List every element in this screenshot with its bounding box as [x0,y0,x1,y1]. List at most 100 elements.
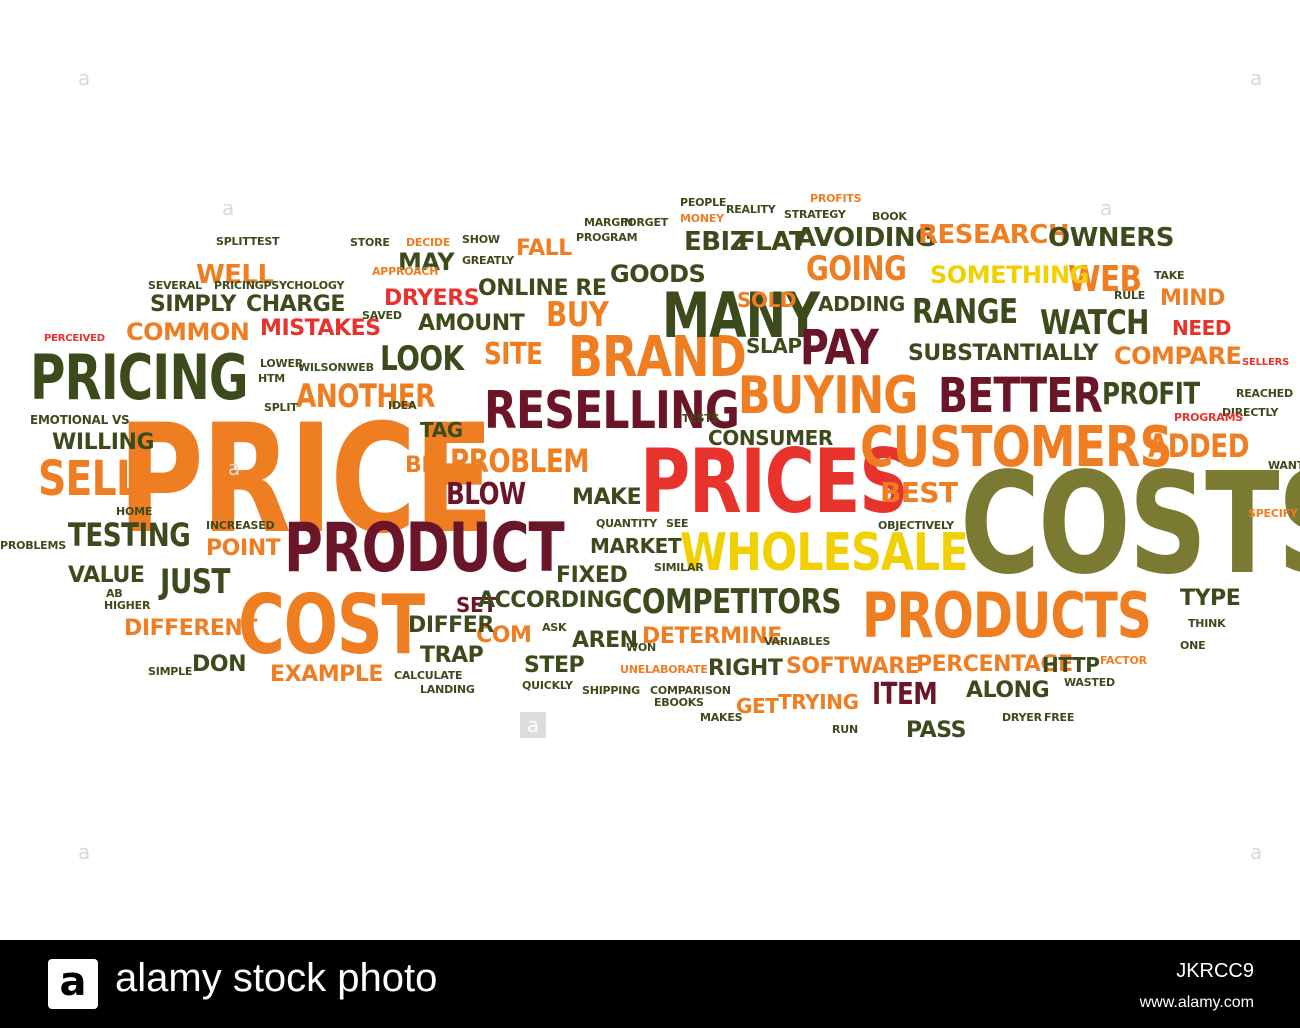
word-different: DIFFERENT [124,616,257,641]
word-percentage: PERCENTAGE [916,652,1073,677]
word-wholesale: WHOLESALE [680,523,968,583]
word-want: WANT [1268,459,1300,472]
word-market: MARKET [590,534,682,558]
word-wasted: WASTED [1064,676,1115,689]
word-sellers: SELLERS [1242,357,1290,368]
watermark-glyph: a [222,196,235,220]
word-ask: ASK [542,621,567,634]
word-watch: WATCH [1040,303,1150,343]
word-products: PRODUCTS [862,579,1152,652]
word-strategy: STRATEGY [784,208,846,221]
word-price: PRICE [118,393,494,567]
word-profits: PROFITS [810,192,862,205]
word-make: MAKE [572,485,642,510]
word-blow: BLOW [446,477,526,512]
word-many: MANY [662,279,820,352]
watermark-glyph: a [78,840,91,864]
word-emotional-vs: EMOTIONAL VS [30,413,130,427]
watermark-glyph: a [520,712,546,738]
word-added: ADDED [1148,427,1249,465]
word-profit: PROFIT [1102,377,1200,412]
word-simple: SIMPLE [148,665,193,678]
word-don: DON [192,652,247,677]
word-split: SPLIT [264,401,298,414]
word-determine: DETERMINE [642,624,782,649]
word-problems: PROBLEMS [0,539,66,552]
watermark-glyph: a [228,456,241,480]
word-well: WELL [196,260,274,290]
word-ebooks: EBOOKS [654,696,704,709]
word-buying: BUYING [738,366,918,426]
word-need: NEED [1172,316,1232,340]
word-right: RIGHT [708,656,783,681]
word-product: PRODUCT [284,509,565,588]
word-sold: SOLD [737,288,797,312]
word-fall: FALL [516,236,572,261]
word-programs: PROGRAMS [1174,411,1244,424]
word-program: PROGRAM [576,231,638,244]
word-dryer: DRYER [1002,711,1042,724]
word-problem: PROBLEM [450,442,589,480]
word-site: SITE [484,337,543,372]
word-ebiz: EBIZ [684,227,749,257]
word-fixed: FIXED [556,563,628,588]
word-just: JUST [160,562,230,602]
word-prices: PRICES [640,430,909,533]
alamy-logo-letter: a [59,959,87,1005]
word-mind: MIND [1160,286,1225,311]
word-according: ACCORDING [478,588,622,613]
word-tests: TESTS [682,412,720,425]
word-variables: VARIABLES [764,635,831,648]
word-increased: INCREASED [206,519,275,532]
word-type: TYPE [1180,586,1241,611]
watermark-glyph: a [1250,66,1263,90]
word-trap: TRAP [420,643,484,668]
word-one: ONE [1180,639,1206,652]
word-quantity: QUANTITY [596,517,657,530]
word-charge: CHARGE [246,292,345,317]
word-think: THINK [1188,617,1226,630]
site-url: www.alamy.com [1139,994,1254,1011]
word-pricingpsychology: PRICINGPSYCHOLOGY [214,279,345,292]
word-web: WEB [1068,259,1142,300]
word-simply: SIMPLY [150,292,236,317]
word-reselling: RESELLING [484,381,740,441]
word-home: HOME [116,505,153,518]
word-won: WON [626,641,657,654]
word-quickly: QUICKLY [522,679,573,692]
word-idea: IDEA [388,399,417,412]
word-several: SEVERAL [148,279,202,292]
word-consumer: CONSUMER [708,426,833,450]
word-mistakes: MISTAKES [260,316,381,341]
word-com: COM [476,623,532,648]
watermark-glyph: a [1100,196,1113,220]
watermark-glyph: a [78,66,91,90]
word-point: POINT [206,536,281,561]
word-goods: GOODS [610,260,706,288]
word-splittest: SPLITTEST [216,235,280,248]
word-landing: LANDING [420,683,475,696]
word-htm: HTM [258,372,285,385]
word-pass: PASS [906,718,967,743]
word-reality: REALITY [726,203,776,216]
word-substantially: SUBSTANTIALLY [908,341,1099,366]
word-take: TAKE [1154,269,1185,282]
word-online-re: ONLINE RE [478,276,607,301]
word-unelaborate: UNELABORATE [620,663,708,676]
word-amount: AMOUNT [418,311,525,336]
word-cloud: PRICE COSTS PRICES PRODUCT COST PRODUCTS… [0,66,1300,864]
word-willing: WILLING [52,430,155,455]
word-specify: SPECIFY [1248,507,1298,520]
word-http: HTTP [1042,653,1100,677]
word-buy: BUY [546,295,609,335]
word-compare: COMPARE [1114,342,1242,370]
word-sell: SELL [38,451,141,507]
word-book: BOOK [872,210,907,223]
word-may: MAY [398,248,455,276]
word-differ: DIFFER [408,613,494,638]
word-factor: FACTOR [1100,654,1147,667]
word-something: SOMETHING [930,261,1089,289]
word-money: MONEY [680,212,724,225]
word-people: PEOPLE [680,196,727,209]
word-greatly: GREATLY [462,254,514,267]
